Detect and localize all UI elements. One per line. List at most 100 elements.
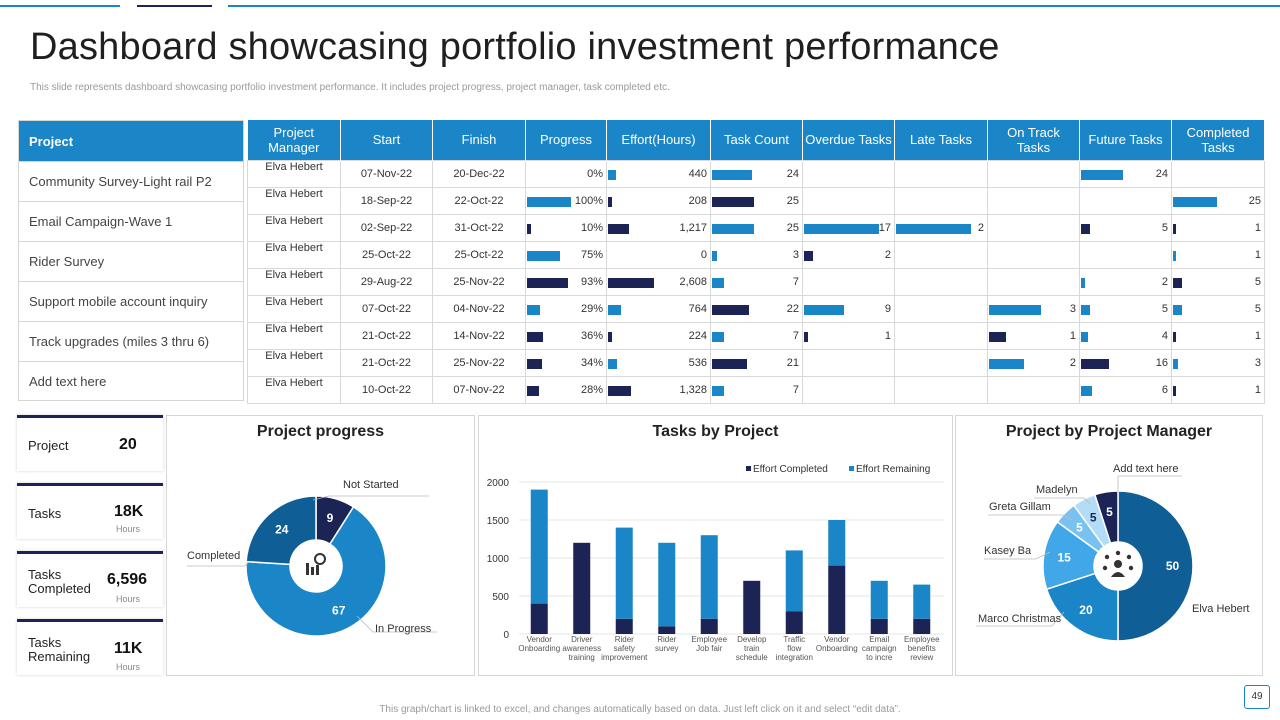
cell-start: 07-Oct-22 [340, 294, 433, 323]
table-row: Elva Hebert 18-Sep-22 22-Oct-22 100% 208 25 25 [247, 186, 1265, 215]
cell-bar [527, 223, 531, 234]
table-row: Elva Hebert 07-Nov-22 20-Dec-22 0% 440 24 24 [247, 159, 1265, 188]
pie-data-label: 20 [1079, 603, 1093, 617]
cell-effort: 536 [606, 348, 711, 377]
cell-future: 4 [1079, 321, 1172, 350]
pie-data-label: 15 [1057, 550, 1071, 564]
project-list-item[interactable]: Support mobile account inquiry [19, 281, 243, 321]
x-tick-label: Rider safety improvement [601, 635, 648, 662]
legend-swatch-remaining [849, 466, 854, 471]
cell-value: 34% [580, 356, 603, 369]
project-list-item[interactable]: Track upgrades (miles 3 thru 6) [19, 321, 243, 361]
col-header-overdue: Overdue Tasks [802, 120, 895, 160]
cell-value: 10% [580, 221, 603, 234]
cell-value: 25 [786, 221, 799, 234]
cell-completed: 3 [1171, 348, 1265, 377]
col-header-effort: Effort(Hours) [606, 120, 711, 160]
table-row: Elva Hebert 07-Oct-22 04-Nov-22 29% 764 22 9 3 5… [247, 294, 1265, 323]
cell-bar [989, 331, 1006, 342]
x-tick-line: train [744, 644, 760, 653]
y-tick-label: 2000 [487, 478, 510, 489]
stat-value: 6,596 [107, 571, 148, 588]
cell-bar [1081, 169, 1123, 180]
cell-value: 100% [574, 194, 603, 207]
project-list-item[interactable]: Rider Survey [19, 241, 243, 281]
cell-bar [527, 358, 542, 369]
cell-value: 24 [1155, 167, 1168, 180]
cell-finish: 25-Oct-22 [432, 240, 526, 269]
bar-effort-completed [658, 626, 676, 634]
project-list-item[interactable]: Email Campaign-Wave 1 [19, 201, 243, 241]
cell-bar [1173, 385, 1176, 396]
cell-on-track [987, 240, 1080, 269]
cell-bar [608, 196, 612, 207]
cell-value: 36% [580, 329, 603, 342]
cell-value: 25 [1248, 194, 1261, 207]
icon-node [1102, 565, 1108, 571]
stat-value: 18K [114, 503, 144, 520]
project-list-header: Project [19, 121, 243, 161]
cell-bar [1173, 304, 1182, 315]
cell-manager: Elva Hebert [247, 186, 341, 215]
cell-bar [608, 169, 616, 180]
icon-head [1114, 560, 1122, 568]
cell-progress: 75% [525, 240, 607, 269]
cell-bar [1081, 385, 1092, 396]
cell-progress: 100% [525, 186, 607, 215]
leader-line [356, 615, 437, 633]
bar-effort-remaining [828, 520, 846, 566]
cell-manager: Elva Hebert [247, 294, 341, 323]
cell-progress: 93% [525, 267, 607, 296]
cell-value: 7 [792, 383, 799, 396]
x-tick-line: Employee [691, 635, 727, 644]
cell-late [894, 321, 988, 350]
pie-data-label: 5 [1090, 510, 1097, 524]
cell-value: 22 [786, 302, 799, 315]
cell-overdue: 17 [802, 213, 895, 242]
project-list-item[interactable]: Community Survey-Light rail P2 [19, 161, 243, 201]
x-tick-label: Traffic flow integration [776, 635, 813, 662]
cell-value: 5 [1254, 302, 1261, 315]
x-tick-line: improvement [601, 653, 648, 662]
x-tick-line: review [910, 653, 933, 662]
x-tick-label: Vendor Onboarding [816, 635, 858, 653]
cell-overdue: 1 [802, 321, 895, 350]
stat-card-project: Project 20 [17, 415, 163, 471]
stat-label: Tasks [28, 635, 62, 650]
cell-value: 4 [1161, 329, 1168, 342]
pie-data-label: 5 [1076, 520, 1083, 534]
leader-line [988, 514, 1073, 521]
cell-value: 5 [1161, 302, 1168, 315]
table-row: Elva Hebert 21-Oct-22 25-Nov-22 34% 536 21 2 16… [247, 348, 1265, 377]
cell-value: 25 [786, 194, 799, 207]
col-header-start: Start [340, 120, 433, 160]
cell-effort: 440 [606, 159, 711, 188]
cell-bar [1081, 223, 1090, 234]
y-tick-label: 500 [492, 592, 509, 603]
pie-slice-marco-christmas [1045, 572, 1119, 642]
project-list-item[interactable]: Add text here [19, 361, 243, 401]
cell-value: 1 [1254, 248, 1261, 261]
stat-value: 11K [114, 640, 143, 657]
cell-future: 16 [1079, 348, 1172, 377]
cell-effort: 0 [606, 240, 711, 269]
col-header-completed: Completed Tasks [1171, 120, 1265, 160]
footer-note: This graph/chart is linked to excel, and… [379, 704, 901, 715]
cell-task-count: 21 [710, 348, 803, 377]
cell-bar [527, 385, 539, 396]
bar-effort-completed [785, 611, 803, 634]
x-tick-line: Employee [904, 635, 940, 644]
leader-line [187, 561, 250, 567]
cell-value: 440 [688, 167, 707, 180]
cell-late [894, 267, 988, 296]
pie-label-elva-hebert: Elva Hebert [1192, 603, 1249, 615]
x-tick-line: Onboarding [518, 644, 560, 653]
cell-effort: 2,608 [606, 267, 711, 296]
cell-bar [804, 331, 808, 342]
leader-line [976, 611, 1065, 627]
cell-value: 208 [688, 194, 707, 207]
project-progress-chart: 9 67 24 Not Started Completed In Progress [187, 479, 437, 637]
cell-bar [989, 304, 1041, 315]
cell-manager: Elva Hebert [247, 321, 341, 350]
